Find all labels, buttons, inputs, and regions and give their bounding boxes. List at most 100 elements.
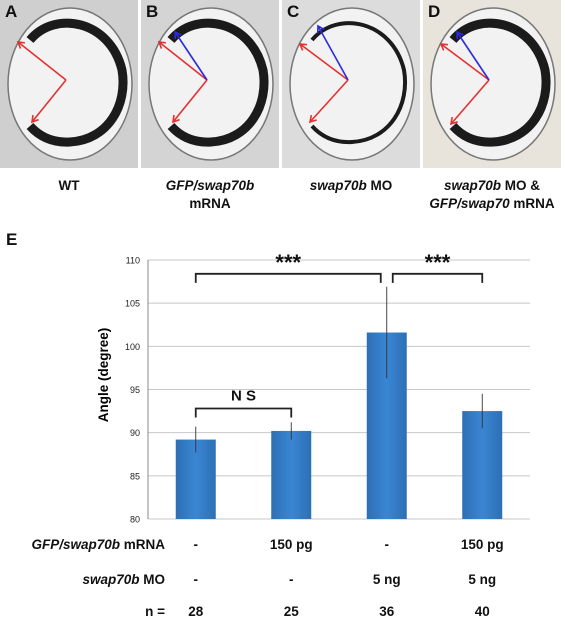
caption-text: WT [58,178,80,193]
arrowhead-icon [439,43,449,51]
caption-text: mRNA [509,196,555,211]
significance-brackets: N S *** *** [194,250,484,418]
embryo-image-a [0,0,138,168]
caption-text: MO & [501,178,541,193]
arrowhead-icon [308,114,317,124]
arrowhead-icon [456,30,464,40]
row-label-text: mRNA [119,537,165,552]
bar [175,439,216,519]
embryo-body [26,18,128,147]
caption-line: WT [0,177,144,195]
row-label-text: GFP/swap70b [31,537,120,552]
caption-text: mRNA [189,196,231,211]
table-cell: - [289,572,294,587]
table-cell: 150 pg [460,537,504,552]
angle-bar-chart: 80 85 90 95 100 105 110 N S *** *** Angle (degre… [96,250,530,525]
red-arrow-icon [17,41,67,81]
blue-arrow-icon [317,25,349,81]
table-row-label: swap70b MO [0,572,165,587]
caption-line: GFP/swap70b [135,177,285,195]
bar [271,430,312,519]
caption-text: swap70b [309,178,367,193]
table-cell: 36 [379,604,395,619]
y-tick-label: 105 [125,299,140,309]
red-arrow-icon [172,79,208,123]
red-arrow-icon [440,43,490,81]
red-arrow-icon [450,79,490,125]
arrowhead-icon [16,41,26,49]
caption-line: swap70b MO & [417,177,565,195]
error-bars [195,286,483,453]
row-label-text: MO [139,572,165,587]
table-cell: - [384,537,390,552]
caption-text: MO [366,178,393,193]
caption-a: WT [0,177,144,195]
panel-letter-d: D [428,2,441,21]
embryo-image-d [423,0,561,168]
y-tick-label: 80 [130,515,140,525]
panel-letter-e: E [6,230,18,249]
caption-c: swap70b MO [276,177,426,195]
y-tick-label: 85 [130,471,140,481]
table-row-label: GFP/swap70b mRNA [0,537,165,552]
embryo-image-c [282,0,420,168]
red-arrow-icon [31,79,67,123]
table-row-label: n = [0,604,165,619]
embryo-yolk [430,7,556,161]
significance-label: N S [231,387,256,404]
embryo-image-b [141,0,279,168]
caption-line: swap70b MO [276,177,426,195]
red-arrow-icon [309,79,349,123]
arrowhead-icon [172,114,180,124]
panel-letter-c: C [287,2,300,21]
significance-bracket [391,272,484,283]
row-label-text: n = [145,604,165,619]
y-tick-label: 110 [126,256,140,266]
arrowhead-icon [298,43,308,51]
arrowhead-icon [316,24,325,34]
caption-b: GFP/swap70b mRNA [135,177,285,213]
table-cell: 5 ng [372,572,401,587]
bar [462,411,503,519]
table-cell: - [193,572,199,587]
red-arrow-icon [299,43,349,81]
table-cell: 40 [474,604,490,619]
table-cell: 150 pg [269,537,313,552]
table-cell: 28 [188,604,204,619]
significance-label: *** [275,250,301,275]
red-arrow-icon [158,41,208,81]
significance-label: *** [425,250,451,275]
embryo-yolk [289,7,415,161]
y-tick-label: 100 [125,342,140,352]
bars [175,332,503,519]
caption-text: GFP/swap70b [165,178,255,193]
y-axis: 80 85 90 95 100 105 110 [125,256,149,525]
panel-letter-b: B [146,2,159,21]
significance-bracket [194,272,382,283]
embryo-yolk [7,7,133,161]
caption-line: GFP/swap70 mRNA [417,195,565,213]
caption-text: swap70b [443,178,502,193]
embryo-body [449,18,551,147]
row-label-text: swap70b [82,572,140,587]
caption-text: GFP/swap70 [429,196,510,211]
y-axis-label: Angle (degree) [96,328,111,423]
table-cell: 5 ng [468,572,497,587]
caption-d: swap70b MO & GFP/swap70 mRNA [417,177,565,213]
embryo-yolk [148,7,274,161]
arrowhead-icon [157,41,167,49]
arrowhead-icon [449,116,458,126]
table-cell: - [193,537,199,552]
y-tick-label: 95 [130,385,140,395]
blue-arrow-icon [174,31,208,81]
significance-bracket [194,407,293,418]
y-tick-label: 90 [130,428,140,438]
embryo-body [310,21,407,145]
arrowhead-icon [174,30,182,40]
arrowhead-icon [31,114,39,124]
caption-line: mRNA [135,195,285,213]
table-cell: 25 [283,604,299,619]
blue-arrow-icon [456,31,490,81]
embryo-body [167,18,269,147]
panel-letter-a: A [5,2,18,21]
